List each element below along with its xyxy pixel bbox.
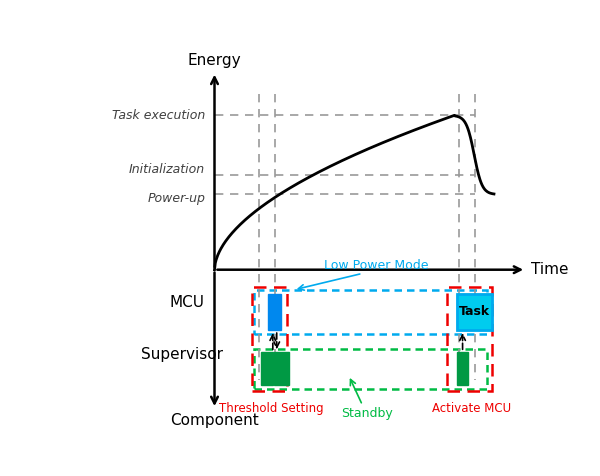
Text: Low Power Mode: Low Power Mode bbox=[324, 258, 429, 271]
Text: Standby: Standby bbox=[341, 407, 393, 420]
Text: Supervisor: Supervisor bbox=[141, 347, 223, 361]
Text: Power-up: Power-up bbox=[148, 192, 205, 205]
Text: Energy: Energy bbox=[188, 53, 241, 68]
Bar bbox=[457, 294, 491, 330]
Text: Task execution: Task execution bbox=[112, 109, 205, 122]
Text: Time: Time bbox=[531, 262, 568, 277]
Bar bbox=[261, 352, 273, 385]
Text: MCU: MCU bbox=[169, 295, 204, 310]
Text: Threshold Setting: Threshold Setting bbox=[220, 402, 324, 415]
Bar bbox=[268, 294, 281, 330]
Bar bbox=[457, 352, 469, 385]
Bar bbox=[274, 352, 289, 385]
Text: Activate MCU: Activate MCU bbox=[433, 402, 511, 415]
Text: Initialization: Initialization bbox=[129, 163, 205, 176]
Text: Component: Component bbox=[170, 413, 259, 427]
Text: Task: Task bbox=[458, 305, 490, 318]
